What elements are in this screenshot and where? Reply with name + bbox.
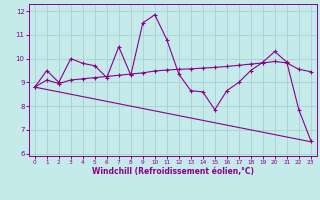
X-axis label: Windchill (Refroidissement éolien,°C): Windchill (Refroidissement éolien,°C) xyxy=(92,167,254,176)
